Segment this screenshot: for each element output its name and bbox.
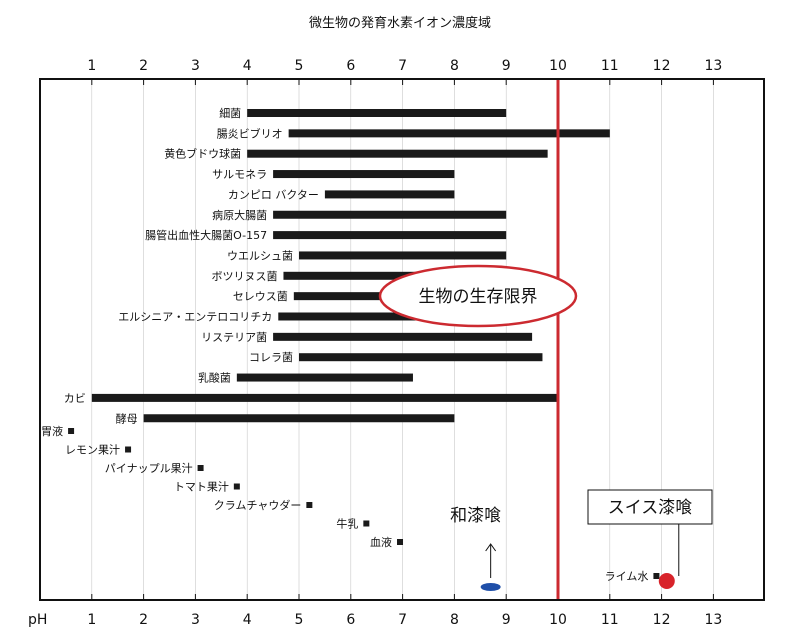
wa-plaster-arrowhead	[485, 543, 497, 552]
tick-label-bottom: 5	[295, 612, 304, 628]
range-bar	[278, 312, 507, 321]
tick-label-bottom: 1	[87, 612, 96, 628]
tick-label-bottom: 7	[398, 612, 407, 628]
survival-limit: 生物の生存限界	[378, 80, 578, 599]
range-label: リステリア菌	[201, 331, 267, 344]
range-bar	[236, 373, 413, 382]
range-bar	[288, 129, 610, 138]
range-label: ボツリヌス菌	[211, 270, 277, 283]
tick-label-top: 7	[398, 58, 407, 74]
tick-label-top: 13	[704, 58, 722, 74]
range-label: カンピロ バクター	[228, 188, 319, 201]
range-bar	[247, 149, 548, 158]
tick-label-top: 5	[295, 58, 304, 74]
range-label: サルモネラ	[212, 168, 267, 181]
range-label: 細菌	[219, 107, 241, 120]
tick-label-bottom: 9	[502, 612, 511, 628]
range-label: コレラ菌	[249, 351, 293, 364]
range-bar	[91, 393, 559, 402]
range-label: 乳酸菌	[198, 371, 231, 385]
tick-label-top: 9	[502, 58, 511, 74]
data-point	[125, 446, 132, 453]
plot-frame	[39, 78, 765, 601]
tick-label-top: 1	[87, 58, 96, 74]
data-point	[363, 520, 370, 527]
wa-plaster-label: 和漆喰	[450, 506, 501, 526]
point-label: 牛乳	[336, 517, 358, 531]
range-label: ウエルシュ菌	[227, 249, 293, 262]
range-label: 病原大腸菌	[212, 208, 267, 222]
tick-label-top: 4	[243, 58, 252, 74]
range-bar	[247, 109, 507, 117]
limit-callout-label: 生物の生存限界	[419, 287, 538, 307]
range-bar	[273, 210, 507, 219]
point-label: ライム水	[605, 570, 649, 583]
wa-plaster-marker	[480, 583, 501, 591]
tick-label-top: 12	[653, 58, 671, 74]
range-bar	[283, 271, 481, 280]
tick-label-bottom: 3	[191, 612, 200, 628]
range-bar	[273, 170, 455, 179]
tick-label-bottom: 13	[704, 612, 722, 628]
point-label: クラムチャウダー	[214, 498, 302, 512]
range-label: 黄色ブドウ球菌	[164, 147, 241, 161]
range-bar	[299, 251, 507, 260]
data-point	[653, 573, 660, 579]
range-label: セレウス菌	[233, 290, 288, 303]
chart-title: 微生物の発育水素イオン濃度域	[309, 15, 491, 31]
limit-callout	[378, 264, 578, 328]
point-label: トマト果汁	[174, 481, 229, 494]
point-label: レモン果汁	[65, 444, 120, 457]
tick-label-bottom: 11	[601, 612, 619, 628]
range-bar	[143, 414, 455, 423]
range-label: 腸炎ビブリオ	[217, 126, 283, 140]
tick-label-top: 10	[549, 58, 567, 74]
range-bar	[273, 231, 507, 240]
tick-label-bottom: 12	[653, 612, 671, 628]
data-point	[397, 539, 404, 545]
tick-label-bottom: 6	[346, 612, 355, 628]
tick-label-top: 2	[139, 58, 148, 74]
data-point	[306, 502, 313, 508]
point-label: 血液	[370, 535, 392, 549]
swiss-plaster-marker	[658, 573, 675, 589]
range-bar	[273, 332, 533, 341]
tick-label-top: 8	[450, 58, 459, 74]
tick-label-top: 3	[191, 58, 200, 74]
tick-label-bottom: 10	[549, 612, 567, 628]
tick-label-bottom: 4	[243, 612, 252, 628]
tick-label-top: 6	[346, 58, 355, 74]
range-label: 腸管出血性大腸菌O-157	[145, 228, 267, 242]
point-label: パイナップル果汁	[105, 462, 193, 475]
x-axis-label: pH	[28, 612, 47, 628]
tick-label-top: 11	[601, 58, 619, 74]
range-label: エルシニア・エンテロコリチカ	[118, 311, 272, 324]
top-axis-ticks: 1 2 3 4 5 6 7 8 9 10 11 12 13	[87, 58, 722, 85]
swiss-plaster-label: スイス漆喰	[608, 498, 693, 518]
tick-label-bottom: 8	[450, 612, 459, 628]
swiss-plaster-box	[587, 489, 713, 525]
plaster-markers: 和漆喰 スイス漆喰	[450, 489, 713, 591]
range-bar	[324, 190, 455, 199]
data-point	[68, 428, 75, 434]
bottom-axis-ticks: 1 2 3 4 5 6 7 8 9 10 11 12 13	[87, 594, 722, 628]
point-label: 胃液	[41, 424, 63, 438]
data-point	[197, 465, 204, 471]
range-label: 酵母	[116, 412, 138, 425]
range-bar	[299, 353, 543, 362]
data-point	[233, 483, 240, 490]
tick-label-bottom: 2	[139, 612, 148, 628]
range-label: カビ	[64, 392, 86, 405]
